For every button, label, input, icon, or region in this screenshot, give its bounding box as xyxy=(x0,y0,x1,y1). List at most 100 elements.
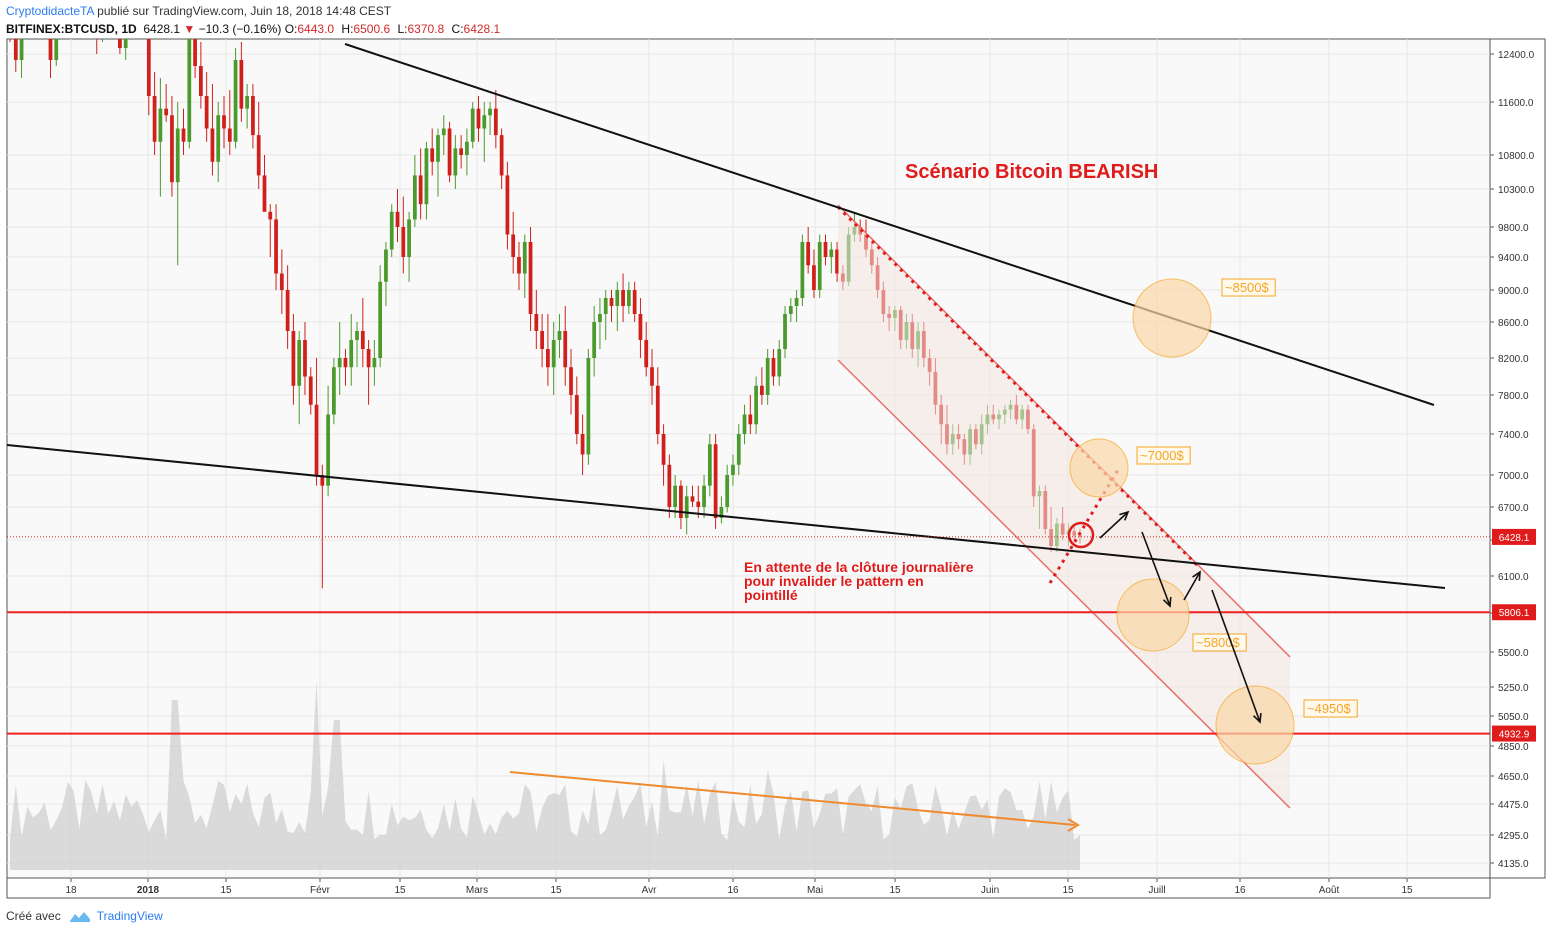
volume-area xyxy=(10,680,1080,870)
candle-body xyxy=(511,234,516,257)
footer: Créé avec TradingView xyxy=(6,909,163,923)
candle-body xyxy=(297,340,302,386)
candle-body xyxy=(696,501,701,507)
candle-body xyxy=(274,219,278,274)
candle-body xyxy=(441,128,446,136)
candle-body xyxy=(164,108,169,116)
candle-body xyxy=(644,340,649,368)
x-tick-label: 15 xyxy=(889,885,901,896)
candle-body xyxy=(210,128,215,162)
candle-body xyxy=(488,108,492,116)
candle-body xyxy=(222,115,226,129)
y-tick-label: 8200.0 xyxy=(1498,354,1529,365)
candle-body xyxy=(37,0,41,6)
candle-body xyxy=(626,290,631,306)
annotation-line: pour invalider le pattern en xyxy=(744,573,924,589)
candle-body xyxy=(384,249,388,282)
candle-body xyxy=(216,115,221,162)
candle-body xyxy=(233,60,238,142)
candle-body xyxy=(470,108,475,142)
candle-body xyxy=(835,249,839,274)
y-tick-label: 4850.0 xyxy=(1498,742,1529,753)
candle-body xyxy=(702,485,706,507)
candle-body xyxy=(794,298,799,306)
candle-body xyxy=(731,464,735,475)
x-tick-label: Avr xyxy=(642,885,657,896)
x-tick-label: 16 xyxy=(727,885,739,896)
candle-body xyxy=(499,135,504,176)
candle-body xyxy=(777,349,782,377)
candle-body xyxy=(372,358,377,368)
annotation-line: pointillé xyxy=(744,587,798,603)
volume-trendline xyxy=(509,771,1076,826)
open-value: 6443.0 xyxy=(297,22,335,36)
candle-body xyxy=(43,0,47,6)
candle-body xyxy=(528,242,533,314)
candle-body xyxy=(800,242,805,298)
scenario-arrow xyxy=(1183,571,1201,601)
y-tick-label: 8600.0 xyxy=(1498,318,1529,329)
x-tick-label: 18 xyxy=(65,885,77,896)
candle-body xyxy=(603,298,608,314)
candle-body xyxy=(638,314,643,340)
price-change: −10.3 (−0.16%) xyxy=(198,22,282,36)
time-scale xyxy=(6,877,1491,899)
candle-body xyxy=(239,60,244,109)
candle-body xyxy=(279,273,284,290)
candle-body xyxy=(765,358,770,395)
current-candle-marker xyxy=(1067,521,1095,549)
scenario-arrow xyxy=(1099,511,1129,539)
target-zone xyxy=(1215,685,1295,765)
candle-body xyxy=(198,66,203,96)
support-price-badge-box xyxy=(1492,604,1536,621)
candle-body xyxy=(355,331,359,340)
scenario-arrow xyxy=(1141,531,1171,607)
candle-body xyxy=(170,115,174,183)
candle-body xyxy=(395,211,400,227)
x-tick-label: 15 xyxy=(550,885,562,896)
candle-body xyxy=(476,108,481,129)
lower-trendline xyxy=(6,444,1446,589)
candle-body xyxy=(378,281,383,358)
chart-title: Scénario Bitcoin BEARISH xyxy=(905,161,1158,183)
candle-body xyxy=(650,367,654,386)
candle-body xyxy=(181,128,186,142)
candle-body xyxy=(817,242,822,290)
publish-date: publié sur TradingView.com, Juin 18, 201… xyxy=(97,4,392,18)
candle-body xyxy=(540,331,544,349)
tradingview-link[interactable]: TradingView xyxy=(96,909,163,923)
x-tick-label: 16 xyxy=(1234,885,1246,896)
candle-body xyxy=(412,175,417,220)
support-price-badge-box xyxy=(1492,725,1536,742)
candle-body xyxy=(806,242,811,266)
symbol-label: BITFINEX:BTCUSD, 1D xyxy=(6,22,137,36)
candle-body xyxy=(829,249,834,257)
candle-body xyxy=(725,475,730,507)
candle-body xyxy=(673,485,678,507)
scenario-arrowhead xyxy=(1252,712,1262,724)
x-tick-label: 15 xyxy=(1401,885,1413,896)
candle-body xyxy=(563,331,568,368)
candle-body xyxy=(187,39,192,142)
candle-body xyxy=(655,385,660,434)
support-price-badge: 4932.9 xyxy=(1499,730,1530,741)
y-tick-label: 10800.0 xyxy=(1498,151,1535,162)
last-price-badge-box xyxy=(1492,528,1536,545)
candle-body xyxy=(360,331,365,349)
high-label: H: xyxy=(341,22,354,36)
candle-body xyxy=(783,314,787,349)
dotted-pattern-line xyxy=(836,205,1202,570)
y-tick-label: 6100.0 xyxy=(1498,572,1529,583)
candle-body xyxy=(679,485,683,518)
y-tick-label: 10300.0 xyxy=(1498,185,1535,196)
dotted-pattern-line xyxy=(1048,469,1120,584)
author-link[interactable]: CryptodidacteTA xyxy=(6,4,94,18)
volume-trend-arrow xyxy=(1067,818,1080,832)
candle-body xyxy=(152,96,157,142)
candle-body xyxy=(268,211,273,220)
candle-body xyxy=(823,242,828,257)
candle-body xyxy=(742,414,747,434)
x-tick-label: Févr xyxy=(310,885,331,896)
x-tick-label: Juill xyxy=(1148,885,1165,896)
